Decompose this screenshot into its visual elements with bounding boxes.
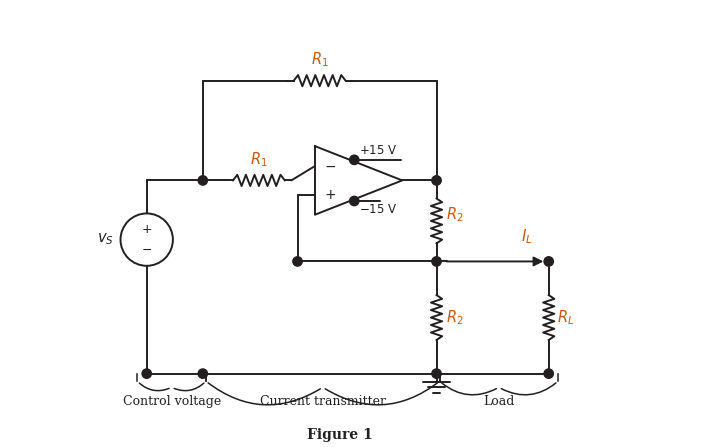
Text: $R_1$: $R_1$ [250,151,268,169]
Text: Figure 1: Figure 1 [307,428,373,442]
Circle shape [293,257,302,266]
Text: $R_2$: $R_2$ [447,205,464,224]
Circle shape [432,176,442,185]
Text: $R_2$: $R_2$ [447,308,464,327]
Circle shape [432,369,442,378]
Text: $-$: $-$ [324,159,336,173]
Text: $R_1$: $R_1$ [311,51,328,69]
Text: Load: Load [483,395,515,408]
Text: $v_S$: $v_S$ [97,232,114,248]
Text: $R_L$: $R_L$ [557,308,574,327]
Circle shape [350,155,359,164]
Text: $+$: $+$ [324,188,336,202]
Circle shape [198,369,208,378]
Circle shape [142,369,151,378]
Circle shape [544,257,553,266]
Text: $-$: $-$ [141,243,152,256]
Circle shape [350,196,359,206]
Text: Current transmitter: Current transmitter [260,395,386,408]
Circle shape [198,176,208,185]
Text: Control voltage: Control voltage [122,395,220,408]
Text: $+15\ \mathrm{V}$: $+15\ \mathrm{V}$ [359,144,397,157]
Circle shape [432,257,442,266]
Text: $-15\ \mathrm{V}$: $-15\ \mathrm{V}$ [359,203,397,216]
Text: $I_L$: $I_L$ [521,227,533,246]
Circle shape [544,369,553,378]
Text: $+$: $+$ [141,223,152,236]
